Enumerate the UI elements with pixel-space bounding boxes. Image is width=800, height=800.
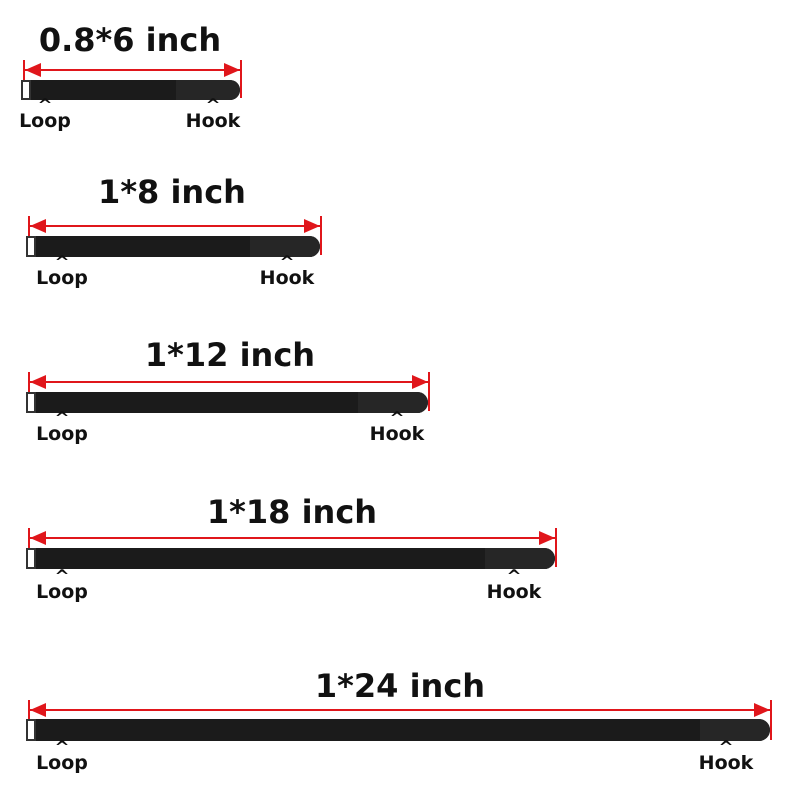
dimension-arrow: [30, 531, 555, 545]
caret-icon: ^: [37, 95, 53, 116]
caret-icon: ^: [389, 408, 405, 429]
hook-section: [358, 392, 428, 413]
loop-text: Loop: [36, 423, 88, 445]
loop-label: ^ Loop: [17, 95, 73, 132]
measure-tick-right: [240, 60, 242, 98]
hook-label: ^ Hook: [259, 252, 315, 289]
loop-text: Loop: [19, 110, 71, 132]
caret-icon: ^: [54, 737, 70, 758]
caret-icon: ^: [54, 408, 70, 429]
buckle: [26, 392, 36, 413]
loop-label: ^ Loop: [34, 737, 90, 774]
hook-section: [250, 236, 320, 257]
dimension-arrow: [30, 219, 320, 233]
caret-icon: ^: [54, 252, 70, 273]
buckle: [26, 548, 36, 569]
buckle: [26, 236, 36, 257]
hook-text: Hook: [185, 110, 241, 132]
measure-tick-left: [28, 528, 30, 567]
measure-tick-right: [555, 528, 557, 567]
hook-label: ^ Hook: [185, 95, 241, 132]
caret-icon: ^: [279, 252, 295, 273]
loop-label: ^ Loop: [34, 566, 90, 603]
strap: [36, 548, 555, 569]
hook-section: [485, 548, 555, 569]
size-title: 1*18 inch: [206, 493, 378, 531]
strap: [36, 392, 428, 413]
caret-icon: ^: [718, 737, 734, 758]
hook-section: [175, 80, 240, 100]
hook-text: Hook: [698, 752, 754, 774]
size-title: 1*8 inch: [98, 173, 246, 211]
loop-text: Loop: [36, 752, 88, 774]
strap: [36, 236, 320, 257]
dimension-arrow: [25, 63, 240, 77]
size-title: 0.8*6 inch: [38, 21, 222, 59]
loop-label: ^ Loop: [34, 408, 90, 445]
size-title: 1*12 inch: [144, 336, 316, 374]
hook-label: ^ Hook: [698, 737, 754, 774]
buckle: [26, 719, 36, 741]
loop-text: Loop: [36, 581, 88, 603]
hook-text: Hook: [259, 267, 315, 289]
hook-section: [700, 719, 770, 741]
dimension-arrow: [30, 375, 428, 389]
caret-icon: ^: [205, 95, 221, 116]
measure-tick-right: [770, 700, 772, 740]
loop-label: ^ Loop: [34, 252, 90, 289]
hook-label: ^ Hook: [486, 566, 542, 603]
strap: [31, 80, 240, 100]
strap: [36, 719, 770, 741]
measure-tick-right: [428, 372, 430, 411]
measure-tick-right: [320, 216, 322, 255]
size-title: 1*24 inch: [314, 667, 486, 705]
caret-icon: ^: [506, 566, 522, 587]
hook-text: Hook: [486, 581, 542, 603]
buckle: [21, 80, 31, 100]
measure-tick-left: [28, 216, 30, 255]
measure-tick-left: [28, 372, 30, 411]
loop-text: Loop: [36, 267, 88, 289]
hook-label: ^ Hook: [369, 408, 425, 445]
caret-icon: ^: [54, 566, 70, 587]
hook-text: Hook: [369, 423, 425, 445]
dimension-arrow: [30, 703, 770, 717]
measure-tick-left: [23, 60, 25, 98]
